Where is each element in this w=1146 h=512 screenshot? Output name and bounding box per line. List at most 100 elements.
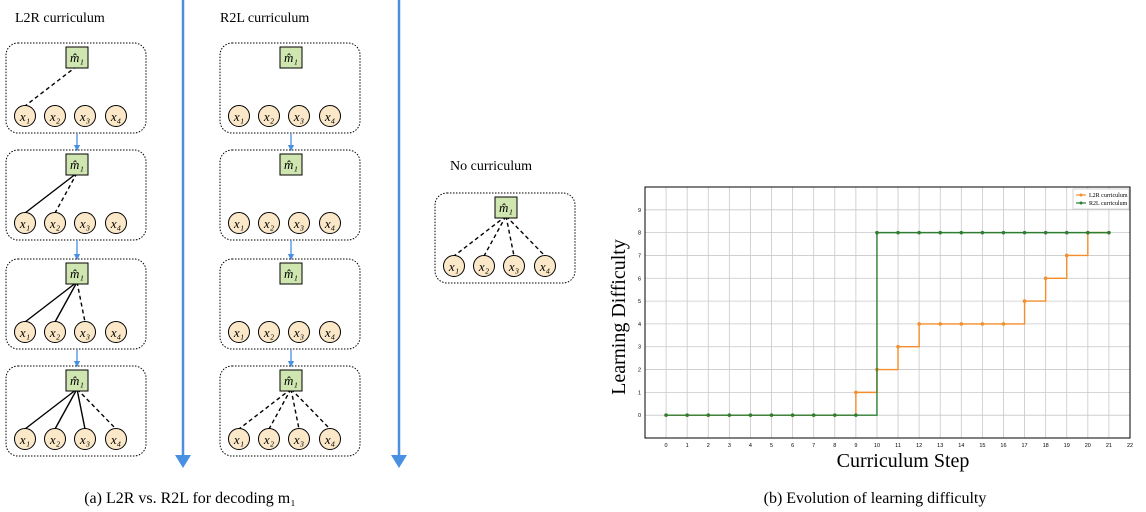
tree-box-border [5,258,147,350]
root-node [279,153,303,176]
leaf-label: x₄ [110,109,122,124]
leaf-node [319,428,341,450]
root-node [279,262,303,285]
data-point [854,413,858,417]
leaf-node [319,105,341,127]
l2r-tree: m̂₁ x₁ x₂ x₃ x₄ [5,365,147,457]
x-tick-label: 22 [1127,443,1133,449]
leaf-node [258,212,280,234]
root-label: m̂₁ [70,266,84,281]
leaf-node [14,321,36,343]
leaf-label: x₄ [324,325,336,340]
x-tick-label: 1 [686,443,689,449]
legend-label: L2R curriculum [1089,193,1128,199]
root-label: m̂₁ [70,373,84,388]
leaf-node [14,212,36,234]
leaf-node [14,428,36,450]
leaf-label: x₃ [293,216,304,231]
tree-box-border [219,258,361,350]
data-point [769,413,774,417]
timeline-arrow-right [391,0,407,468]
x-tick-label: 10 [874,443,880,449]
leaf-node [105,105,127,127]
data-point [1043,230,1048,235]
leaf-node [443,255,465,277]
chart-ylabel: Learning Difficulty [608,239,630,395]
legend-box [1072,188,1130,210]
data-point [1043,276,1048,281]
data-point [959,322,964,326]
leaf-label: x₃ [293,109,304,124]
leaf-label: x₃ [293,432,304,447]
x-tick-label: 4 [749,443,752,449]
tree-edge [54,281,78,323]
no-curriculum-title: No curriculum [450,159,532,174]
data-point [938,322,943,326]
tree-box-border [5,149,147,241]
caption-a: (a) L2R vs. R2L for decoding m₁ [84,490,296,507]
tree-edge [54,172,78,214]
leaf-node [74,105,96,127]
data-point [1001,322,1006,326]
y-tick-label: 5 [638,299,641,305]
l2r-tree: m̂₁ x₁ x₂ x₃ x₄ [5,149,147,241]
leaf-node [228,212,250,234]
leaf-node [74,428,96,450]
timeline-arrow-left [175,0,191,468]
data-point [1064,253,1069,258]
x-tick-label: 17 [1022,443,1028,449]
x-tick-label: 12 [916,443,922,449]
leaf-label: x₁ [233,109,244,124]
l2r-title: L2R curriculum [15,11,105,26]
legend-marker [1079,201,1083,205]
leaf-node [288,321,310,343]
x-tick-label: 16 [1000,443,1006,449]
leaf-node [74,321,96,343]
data-point [727,413,732,417]
r2l-tree: m̂₁ x₁ x₂ x₃ x₄ [219,258,361,350]
leaf-label: x₁ [19,432,30,447]
data-point [832,413,837,417]
leaf-node [74,212,96,234]
tree-edge [483,215,507,257]
tree-box-border [219,42,361,134]
root-node [65,369,89,392]
leaf-label: x₂ [478,259,490,274]
leaf-label: x₃ [79,216,90,231]
root-label: m̂₁ [70,157,84,172]
leaf-node [228,321,250,343]
leaf-node [258,428,280,450]
leaf-label: x₄ [324,109,336,124]
tree-edge [24,388,78,430]
l2r-tree: m̂₁ x₁ x₂ x₃ x₄ [5,42,147,134]
legend-label: R2L curriculum [1089,201,1128,207]
leaf-node [228,428,250,450]
leaf-label: x₄ [110,432,122,447]
y-tick-label: 9 [638,208,641,214]
leaf-label: x₁ [233,432,244,447]
y-tick-label: 0 [638,413,641,419]
root-node [279,46,303,69]
r2l-tree: m̂₁ x₁ x₂ x₃ x₄ [219,365,361,457]
tree-edge [54,388,78,430]
root-label: m̂₁ [70,50,84,65]
leaf-node [319,321,341,343]
leaf-label: x₃ [508,259,519,274]
tree-edge [24,65,78,107]
x-tick-label: 18 [1043,443,1049,449]
tree-edge [24,281,78,323]
x-tick-label: 13 [937,443,943,449]
leaf-node [288,105,310,127]
leaf-label: x₄ [324,432,336,447]
leaf-label: x₃ [79,432,90,447]
leaf-label: x₂ [263,109,275,124]
data-point [1022,299,1027,303]
root-node [65,262,89,285]
data-point [1022,230,1027,235]
tree-box-border [219,149,361,241]
r2l-tree: m̂₁ x₁ x₂ x₃ x₄ [219,42,361,134]
tree-edge [24,172,78,214]
y-tick-label: 1 [638,390,641,396]
data-point [875,230,879,235]
data-point [938,230,943,235]
